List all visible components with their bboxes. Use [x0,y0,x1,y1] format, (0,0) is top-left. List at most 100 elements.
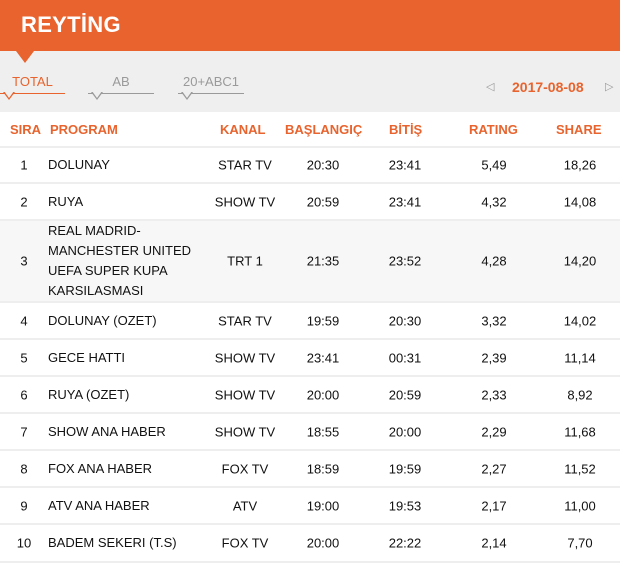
cell-start: 20:59 [306,194,340,209]
cell-program: SHOW ANA HABER [48,423,166,439]
cell-channel: TRT 1 [227,253,263,269]
cell-rating: 2,39 [481,350,507,365]
cell-share: 14,02 [563,313,597,328]
table-row: REAL MADRID-MANCHESTER UNITED UEFA SUPER… [0,221,620,303]
tab-label: AB [112,74,130,89]
cell-share: 8,92 [567,387,593,402]
cell-end: 20:30 [388,313,422,328]
cell-end: 23:41 [388,194,422,209]
tab-ab[interactable]: AB [88,74,154,100]
col-end: BİTİŞ [389,122,423,137]
col-share: SHARE [556,122,602,137]
cell-rating: 3,32 [481,313,507,328]
page-title: REYTİNG [21,12,121,37]
cell-start: 20:30 [306,157,340,173]
tab-total[interactable]: TOTAL [0,74,65,100]
cell-end: 23:41 [388,157,422,173]
cell-channel: SHOW TV [214,350,276,365]
table-header: SIRA PROGRAM KANAL BAŞLANGIÇ BİTİŞ RATIN… [0,112,620,148]
header: REYTİNG [0,0,620,51]
cell-program: FOX ANA HABER [48,460,153,476]
col-start: BAŞLANGIÇ [285,122,363,137]
tab-pointer-icon [181,91,193,100]
col-rating: RATING [469,122,518,137]
triangle-right-icon[interactable]: ▷ [605,81,614,93]
cell-program: DOLUNAY [48,157,110,172]
table-row: BADEM SEKERI (T.S) 10 FOX TV 20:00 22:22 2,14… [0,525,620,563]
triangle-left-icon[interactable]: ◁ [486,81,495,93]
col-program: PROGRAM [50,122,118,137]
table-row: ATV ANA HABER 9 ATV 19:00 19:53 2,17 11,00 [0,488,620,525]
header-pointer [16,51,34,63]
cell-rank: 8 [20,461,28,476]
table-row: SHOW ANA HABER 7 SHOW TV 18:55 20:00 2,29 11,6… [0,414,620,451]
cell-channel: FOX TV [221,461,269,476]
cell-share: 11,52 [564,461,596,476]
cell-share: 7,70 [567,535,593,551]
cell-rating: 2,33 [481,387,507,402]
cell-rank: 5 [20,350,28,365]
cell-channel: SHOW TV [214,387,276,402]
cell-program: REAL MADRID-MANCHESTER UNITED UEFA SUPER… [48,223,192,298]
cell-rank: 9 [20,498,28,513]
col-rank: SIRA [10,122,42,137]
cell-program: BADEM SEKERI (T.S) [48,535,177,550]
cell-rating: 2,17 [481,498,507,513]
cell-channel: FOX TV [221,535,269,551]
cell-channel: STAR TV [218,313,272,328]
tab-20-abc1[interactable]: 20+ABC1 [178,74,244,100]
cell-program: GECE HATTI [48,349,126,365]
table-row: FOX ANA HABER 8 FOX TV 18:59 19:59 2,27 11,52 [0,451,620,488]
cell-rank: 10 [16,535,32,551]
cell-program: ATV ANA HABER [48,497,150,513]
cell-channel: ATV [232,498,258,513]
filter-bar: TOTAL AB 20+ABC1 ◁ 2017-08-08 ▷ [0,51,620,112]
cell-rank: 7 [20,424,28,439]
cell-end: 20:00 [388,424,422,439]
cell-start: 19:59 [306,313,340,328]
tab-label: 20+ABC1 [182,74,239,89]
table-row: DOLUNAY (OZET) 4 STAR TV 19:59 20:30 3,32 14,0… [0,303,620,340]
cell-end: 19:59 [388,461,422,476]
cell-end: 23:52 [388,253,422,269]
cell-share: 11,68 [564,424,596,439]
cell-rating: 2,27 [481,461,507,476]
cell-rank: 4 [20,313,28,328]
cell-rating: 2,14 [481,535,507,551]
table-row: DOLUNAY 1 STAR TV 20:30 23:41 5,49 18,26 [0,148,620,184]
cell-share: 11,00 [564,498,596,513]
cell-rating: 4,32 [481,194,507,209]
cell-rank: 2 [20,194,28,209]
cell-channel: SHOW TV [214,194,276,209]
col-channel: KANAL [220,122,266,137]
cell-program: RUYA [48,193,84,209]
cell-share: 18,26 [563,157,597,173]
cell-share: 11,14 [564,350,596,365]
date-display: 2017-08-08 [512,79,584,95]
cell-rank: 1 [20,157,28,173]
cell-rank: 6 [20,387,28,402]
cell-rating: 2,29 [481,424,507,439]
cell-share: 14,08 [563,194,597,209]
tab-pointer-icon [3,91,15,100]
cell-start: 18:55 [306,424,340,439]
table-row: RUYA (OZET) 6 SHOW TV 20:00 20:59 2,33 8,92 [0,377,620,414]
cell-rank: 3 [20,253,28,269]
cell-program: RUYA (OZET) [48,386,130,402]
tab-label: TOTAL [12,74,53,89]
cell-start: 21:35 [306,253,340,269]
cell-end: 19:53 [388,498,422,513]
cell-channel: STAR TV [218,157,272,173]
cell-end: 20:59 [388,387,422,402]
table-row: RUYA 2 SHOW TV 20:59 23:41 4,32 14,08 [0,184,620,221]
cell-start: 20:00 [306,535,340,551]
cell-start: 18:59 [306,461,340,476]
cell-channel: SHOW TV [214,424,276,439]
cell-program: DOLUNAY (OZET) [48,312,157,328]
tab-pointer-icon [91,91,103,100]
cell-start: 23:41 [306,350,340,365]
table-row: GECE HATTI 5 SHOW TV 23:41 00:31 2,39 11,14 [0,340,620,377]
cell-end: 00:31 [388,350,422,365]
cell-start: 20:00 [306,387,340,402]
cell-end: 22:22 [388,535,422,551]
